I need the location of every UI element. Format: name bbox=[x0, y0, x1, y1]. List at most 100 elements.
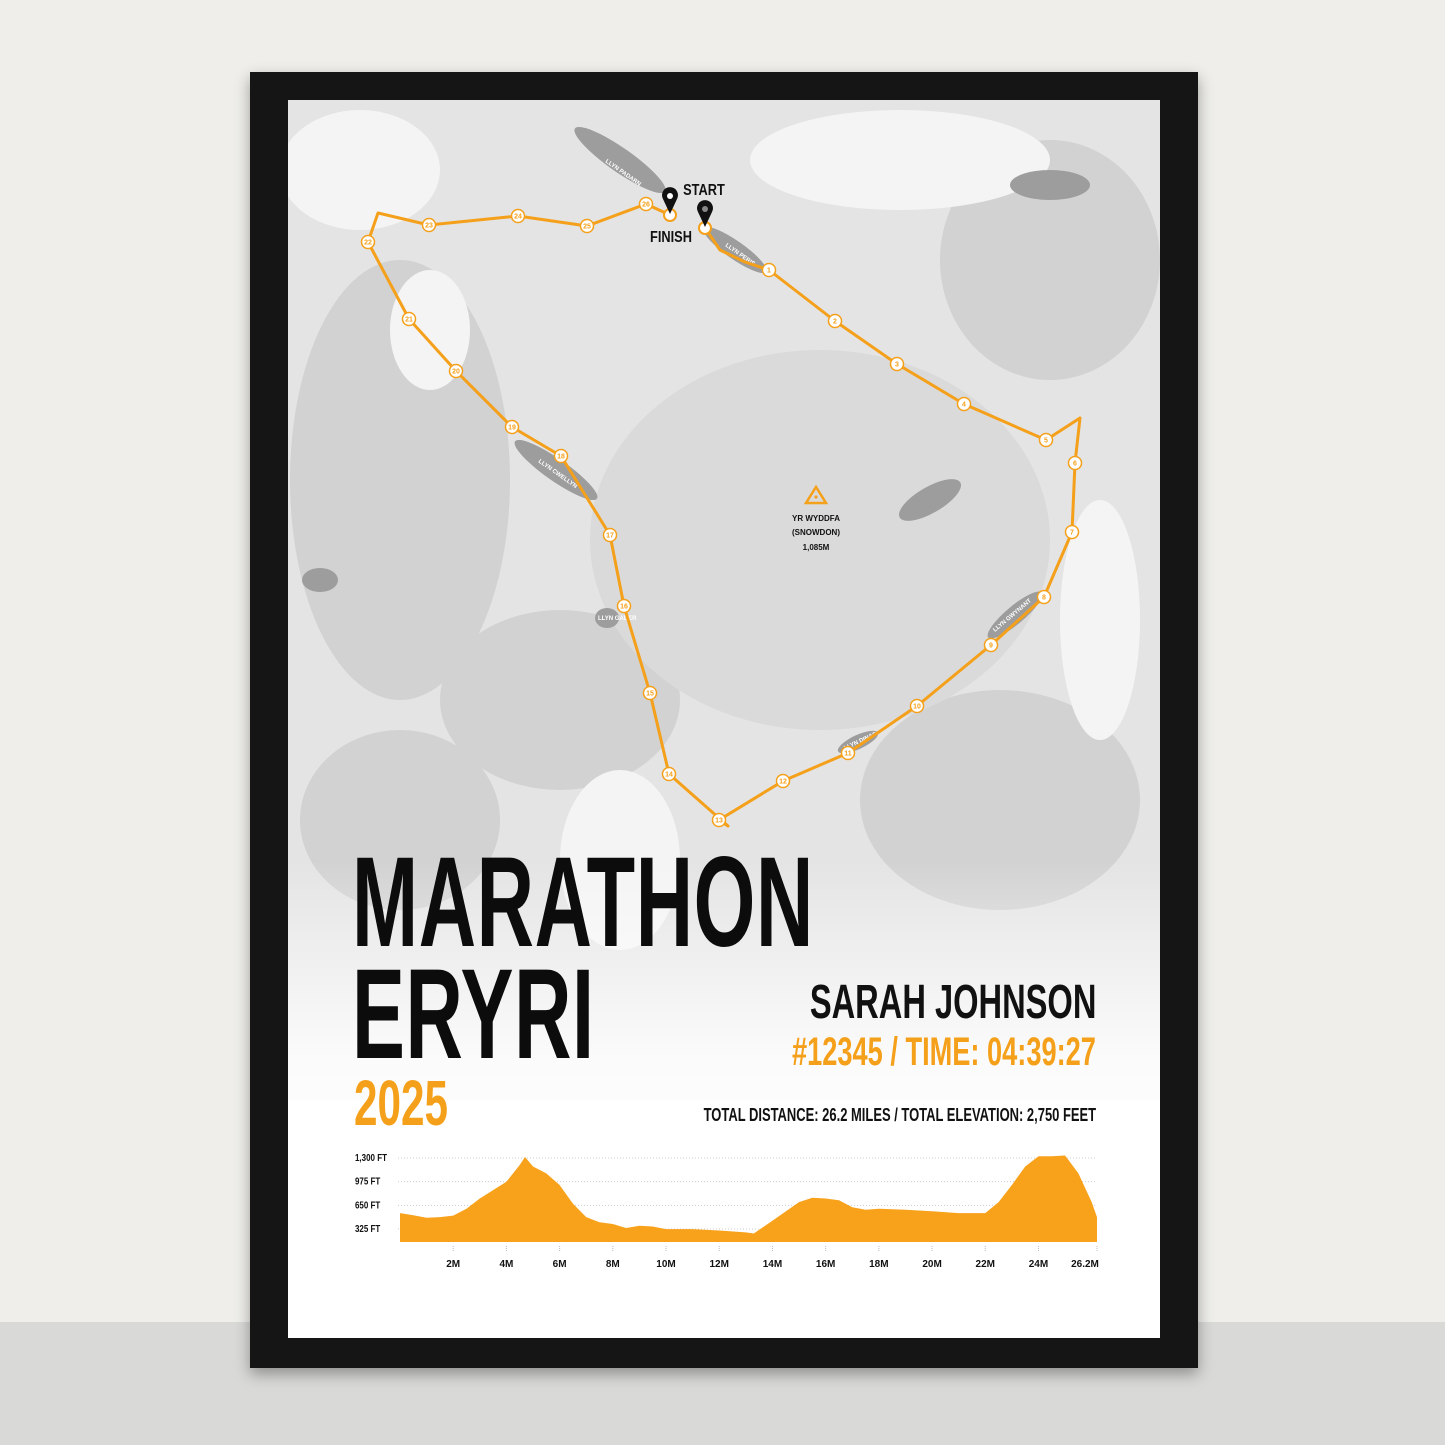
race-stats: TOTAL DISTANCE: 26.2 MILES / TOTAL ELEVA… bbox=[703, 1105, 1096, 1125]
runner-name: SARAH JOHNSON bbox=[809, 976, 1096, 1029]
mile-marker-circle bbox=[421, 217, 437, 233]
mile-marker-label: 26 bbox=[642, 202, 650, 209]
mile-marker-label: 24 bbox=[514, 214, 522, 221]
mile-marker-label: 8 bbox=[1042, 595, 1046, 602]
mile-marker-label: 19 bbox=[508, 425, 516, 432]
y-tick-label: 1,300 FT bbox=[355, 1152, 387, 1163]
mile-marker-circle bbox=[956, 396, 972, 412]
mile-marker-circle bbox=[401, 311, 417, 327]
mile-marker: 24 bbox=[510, 208, 526, 224]
mile-marker-circle bbox=[360, 234, 376, 250]
route-map: LLYN PADARN LLYN PERIS LLYN CWELLYN LLYN… bbox=[288, 100, 1160, 1100]
mile-marker: 7 bbox=[1064, 524, 1080, 540]
mile-marker-circle bbox=[661, 766, 677, 782]
summit-height: 1,085M bbox=[803, 543, 830, 552]
mile-marker-circle bbox=[638, 196, 654, 212]
mile-marker-label: 4 bbox=[962, 402, 966, 409]
x-tick-label: 10M bbox=[656, 1259, 675, 1270]
mile-marker-label: 23 bbox=[425, 223, 433, 230]
light-areas bbox=[288, 110, 1140, 950]
y-tick-label: 650 FT bbox=[355, 1199, 381, 1210]
x-tick-label: 20M bbox=[922, 1259, 941, 1270]
map-pin-icon bbox=[697, 200, 713, 227]
mile-marker-circle bbox=[602, 527, 618, 543]
x-tick-label: 22M bbox=[976, 1259, 995, 1270]
finish-label: FINISH bbox=[650, 229, 692, 247]
mile-marker-label: 16 bbox=[620, 604, 628, 611]
mile-marker: 5 bbox=[1038, 432, 1054, 448]
mile-marker-label: 9 bbox=[989, 643, 993, 650]
title-line-1: MARATHON bbox=[352, 831, 814, 974]
title-line-2: ERYRI bbox=[352, 943, 595, 1086]
mile-marker-label: 15 bbox=[646, 691, 654, 698]
mile-marker-circle bbox=[510, 208, 526, 224]
mile-marker: 13 bbox=[711, 812, 727, 828]
mile-marker: 1 bbox=[761, 262, 777, 278]
mile-marker-circle bbox=[1038, 432, 1054, 448]
mile-marker-label: 21 bbox=[405, 317, 413, 324]
mile-marker-label: 7 bbox=[1070, 530, 1074, 537]
mile-marker-label: 10 bbox=[913, 704, 921, 711]
mile-marker: 25 bbox=[579, 218, 595, 234]
mile-marker-label: 17 bbox=[606, 533, 614, 540]
mile-marker-circle bbox=[553, 448, 569, 464]
mile-marker-circle bbox=[889, 356, 905, 372]
x-tick-label: 4M bbox=[499, 1259, 513, 1270]
start-label: START bbox=[683, 182, 725, 200]
mile-marker: 26 bbox=[638, 196, 654, 212]
mile-marker-circle bbox=[448, 363, 464, 379]
x-tick-label: 8M bbox=[606, 1259, 620, 1270]
x-tick-label: 14M bbox=[763, 1259, 782, 1270]
mile-marker: 16 bbox=[616, 598, 632, 614]
mile-marker-circle bbox=[711, 812, 727, 828]
mile-marker-circle bbox=[827, 313, 843, 329]
mile-marker-label: 13 bbox=[715, 818, 723, 825]
x-tick-label: 18M bbox=[869, 1259, 888, 1270]
x-tick-label: 26.2M bbox=[1071, 1259, 1099, 1270]
mile-marker-label: 6 bbox=[1073, 461, 1077, 468]
mile-marker: 3 bbox=[889, 356, 905, 372]
mile-markers: 1234567891011121314151617181920212223242… bbox=[360, 196, 1083, 828]
mile-marker-circle bbox=[761, 262, 777, 278]
bib-and-time: #12345 / TIME: 04:39:27 bbox=[792, 1030, 1096, 1074]
map-fade bbox=[288, 860, 1160, 1190]
summit-alt-name: (SNOWDON) bbox=[792, 528, 840, 537]
y-tick-label: 325 FT bbox=[355, 1223, 381, 1234]
y-tick-label: 975 FT bbox=[355, 1176, 381, 1187]
elevation-chart: 1,300 FT 975 FT 650 FT 325 FT 2M 4M 6M 8M 10M 12M… bbox=[355, 1152, 1099, 1270]
mile-marker: 18 bbox=[553, 448, 569, 464]
summit-marker: YR WYDDFA (SNOWDON) 1,085M bbox=[792, 484, 840, 552]
mile-marker-circle bbox=[616, 598, 632, 614]
mile-marker-circle bbox=[579, 218, 595, 234]
mile-marker-label: 18 bbox=[557, 454, 565, 461]
mile-marker: 15 bbox=[642, 685, 658, 701]
mile-marker-circle bbox=[840, 745, 856, 761]
x-tick-label: 2M bbox=[446, 1259, 460, 1270]
triangle-summit-icon bbox=[803, 484, 829, 505]
mile-marker-label: 12 bbox=[779, 779, 787, 786]
summit-name: YR WYDDFA bbox=[792, 514, 840, 523]
mile-marker: 10 bbox=[909, 698, 925, 714]
map-pin-icon bbox=[661, 187, 678, 214]
mile-marker-circle bbox=[642, 685, 658, 701]
mile-marker: 20 bbox=[448, 363, 464, 379]
poster: LLYN PADARN LLYN PERIS LLYN CWELLYN LLYN… bbox=[288, 100, 1160, 1338]
mile-marker-circle bbox=[775, 773, 791, 789]
mile-marker: 6 bbox=[1067, 455, 1083, 471]
mile-marker-label: 11 bbox=[844, 751, 852, 758]
mile-marker: 17 bbox=[602, 527, 618, 543]
start-marker: START bbox=[683, 182, 725, 235]
mile-marker: 2 bbox=[827, 313, 843, 329]
race-year: 2025 bbox=[354, 1067, 448, 1139]
mile-marker: 4 bbox=[956, 396, 972, 412]
mile-marker: 23 bbox=[421, 217, 437, 233]
mile-marker-label: 14 bbox=[665, 772, 673, 779]
mile-marker-label: 3 bbox=[895, 362, 899, 369]
mile-marker: 22 bbox=[360, 234, 376, 250]
mile-marker-circle bbox=[1036, 589, 1052, 605]
mile-marker-circle bbox=[504, 419, 520, 435]
mile-marker: 21 bbox=[401, 311, 417, 327]
mile-marker: 19 bbox=[504, 419, 520, 435]
mile-marker-label: 25 bbox=[583, 224, 591, 231]
mile-marker: 11 bbox=[840, 745, 856, 761]
